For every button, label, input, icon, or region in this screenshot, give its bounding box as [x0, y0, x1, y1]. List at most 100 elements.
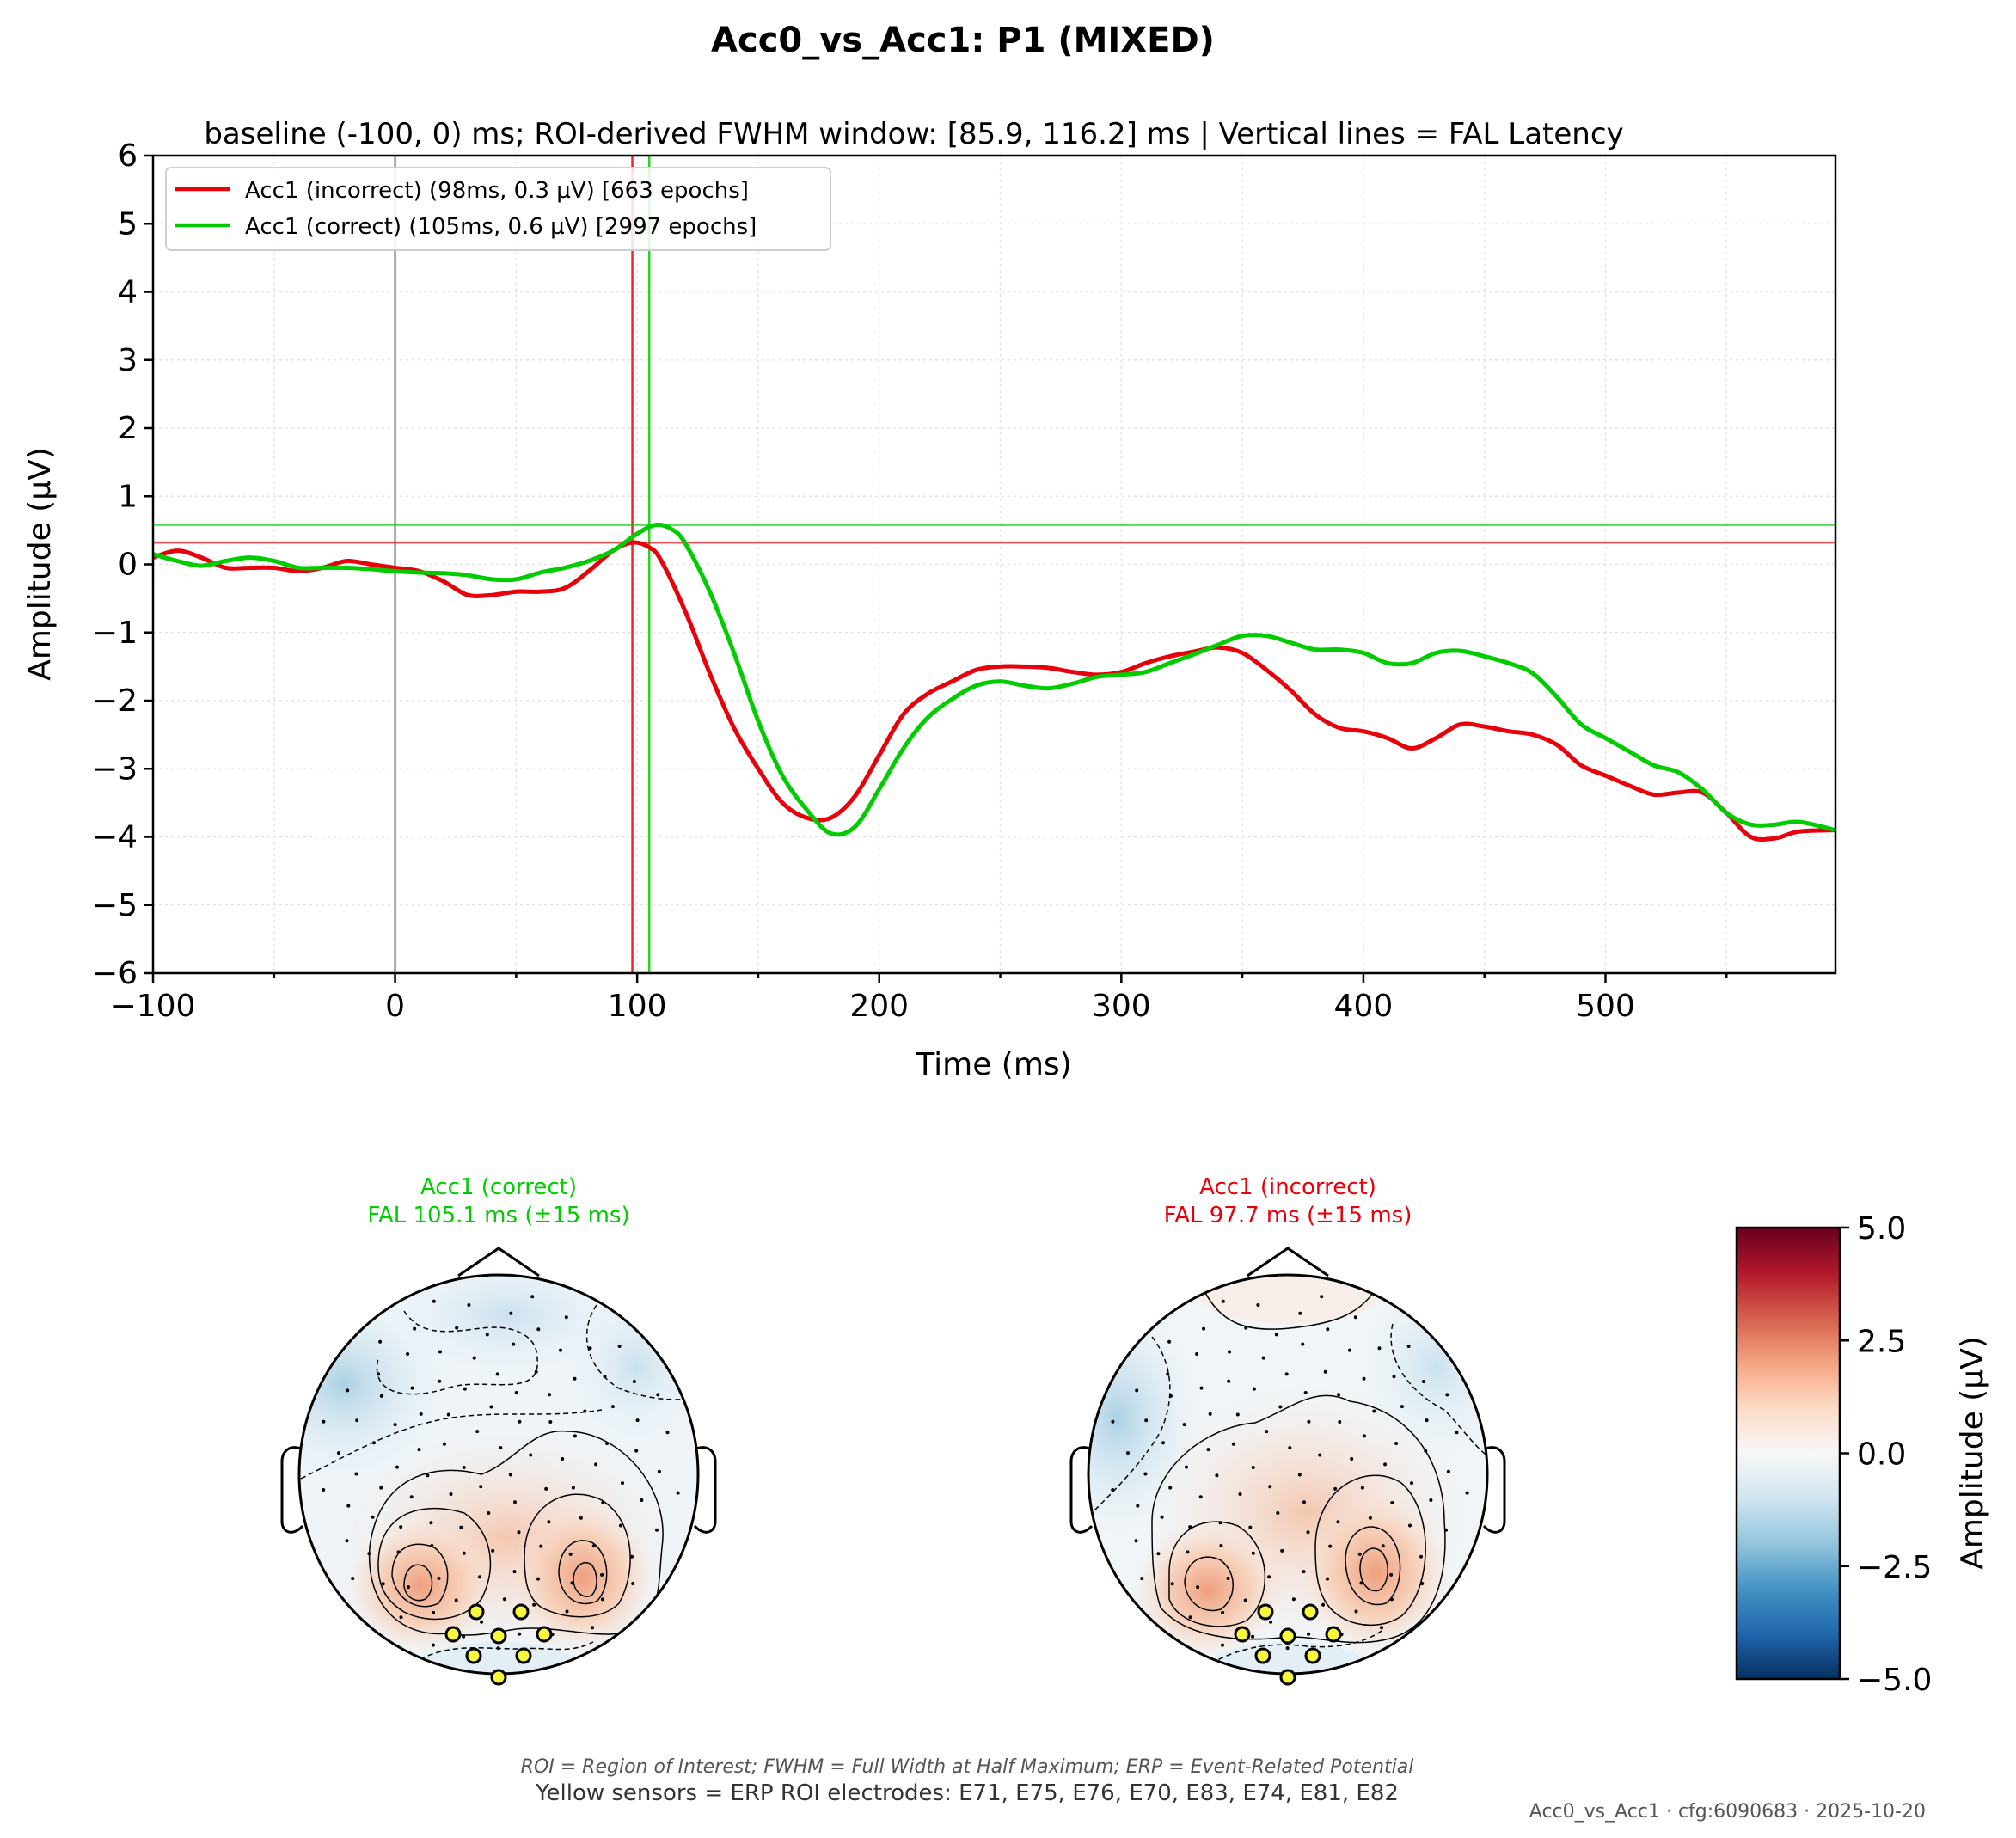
sensor-dot — [1333, 1486, 1338, 1491]
sensor-dot — [472, 1356, 476, 1360]
colorbar-gradient — [1735, 1226, 1841, 1681]
sensor-dot — [1276, 1511, 1280, 1515]
sensor-dot — [600, 1597, 604, 1602]
sensor-dot — [478, 1575, 482, 1579]
sensor-dot — [561, 1457, 565, 1461]
sensor-dot — [1362, 1434, 1366, 1438]
sensor-dot — [1338, 1420, 1342, 1424]
sensor-dot — [634, 1449, 639, 1453]
sensor-dot — [462, 1466, 466, 1469]
sensor-dot — [371, 1515, 375, 1519]
sensor-dot — [1215, 1473, 1219, 1478]
sensor-dot — [1372, 1409, 1376, 1413]
sensor-dot — [1206, 1448, 1210, 1452]
sensor-dot — [1390, 1501, 1394, 1504]
colorbar-tick-label: 5.0 — [1857, 1211, 1906, 1247]
sensor-dot — [573, 1434, 577, 1438]
sensor-dot — [407, 1585, 411, 1590]
erp-series-group — [153, 522, 1835, 842]
x-tick-label: 200 — [849, 989, 909, 1024]
sensor-dot — [430, 1544, 434, 1547]
sensor-dot — [594, 1462, 598, 1467]
sensor-dot — [1383, 1462, 1388, 1467]
topomap-incorrect-title-line1: Acc1 (incorrect) — [1199, 1174, 1376, 1200]
x-tick-label: 400 — [1334, 989, 1394, 1024]
sensor-dot — [449, 1492, 453, 1496]
sensor-dot — [1252, 1387, 1256, 1391]
sensor-dot — [454, 1598, 458, 1602]
sensor-dot — [583, 1409, 587, 1413]
sensor-dot — [345, 1539, 349, 1543]
sensor-dot — [426, 1473, 430, 1478]
sensor-dot — [432, 1643, 435, 1647]
roi-electrode-marker — [468, 1603, 485, 1621]
erp-reference-lines — [153, 156, 1835, 973]
colorbar-ticks: 5.0 2.5 0.0 −2.5 −5.0 — [1840, 1211, 1932, 1698]
sensor-dot — [601, 1501, 605, 1504]
roi-electrode-marker — [1325, 1626, 1342, 1643]
sensor-dot — [610, 1405, 615, 1409]
sensor-dot — [1226, 1577, 1230, 1580]
sensor-dot — [395, 1465, 399, 1469]
y-tick-label: 0 — [118, 548, 138, 583]
footnote-abbreviations: ROI = Region of Interest; FWHM = Full Wi… — [521, 1756, 1414, 1778]
sensor-dot — [676, 1491, 680, 1495]
colorbar-label: Amplitude (µV) — [1955, 1336, 1990, 1570]
sensor-dot — [462, 1551, 466, 1555]
sensor-dot — [1394, 1442, 1399, 1445]
sensor-dot — [1182, 1423, 1186, 1427]
sensor-dot — [1199, 1386, 1204, 1390]
sensor-dot — [355, 1418, 359, 1423]
sensor-dot — [487, 1511, 491, 1515]
series-line-incorrect — [153, 540, 1835, 842]
roi-electrode-marker — [1254, 1647, 1271, 1664]
topomap-incorrect-field — [1088, 1275, 1487, 1674]
sensor-dot — [1419, 1554, 1423, 1559]
sensor-dot — [502, 1597, 506, 1602]
sensor-dot — [513, 1500, 517, 1504]
sensor-dot — [1136, 1504, 1140, 1508]
sensor-dot — [619, 1523, 622, 1528]
sensor-dot — [1251, 1551, 1255, 1555]
topomap-correct-title-line2: FAL 105.1 ms (±15 ms) — [367, 1203, 629, 1228]
sensor-dot — [591, 1626, 594, 1630]
sensor-dot — [588, 1346, 592, 1351]
roi-electrode-marker — [1279, 1669, 1296, 1686]
sensor-dot — [1348, 1348, 1351, 1352]
sensor-dot — [1392, 1375, 1396, 1379]
sensor-dots-incorrect — [1111, 1295, 1469, 1651]
sensor-dot — [1298, 1311, 1302, 1315]
sensor-dot — [532, 1602, 536, 1607]
sensor-dot — [1221, 1299, 1225, 1303]
sensor-dot — [1274, 1333, 1278, 1337]
sensor-dot — [579, 1516, 583, 1520]
sensor-dot — [1389, 1597, 1394, 1602]
sensor-dot — [1167, 1339, 1172, 1344]
sensor-dot — [367, 1552, 371, 1556]
sensor-dot — [455, 1326, 459, 1330]
sensor-dot — [322, 1419, 326, 1424]
sensor-dot — [1256, 1303, 1260, 1307]
sensor-dot — [548, 1393, 552, 1397]
sensor-dot — [1291, 1597, 1296, 1602]
sensor-dot — [1269, 1620, 1273, 1624]
sensor-dot — [410, 1386, 414, 1390]
sensor-dot — [396, 1550, 401, 1554]
sensor-dot — [517, 1530, 521, 1535]
sensor-dot — [419, 1412, 423, 1416]
erp-subtitle: baseline (-100, 0) ms; ROI-derived FWHM … — [204, 117, 1623, 151]
topomap-correct: Acc1 (correct) FAL 105.1 ms (±15 ms) — [280, 1174, 717, 1686]
sensor-dot — [1359, 1581, 1363, 1585]
y-tick-label: −4 — [92, 820, 138, 855]
sensor-dot — [495, 1372, 499, 1376]
sensor-dot — [1111, 1488, 1115, 1492]
roi-electrode-marker — [444, 1626, 462, 1643]
y-tick-label: −6 — [92, 956, 138, 991]
y-tick-label: −5 — [92, 888, 138, 923]
y-tick-label: 3 — [118, 343, 138, 378]
erp-grid — [152, 155, 1835, 974]
sensor-dot — [1465, 1491, 1469, 1495]
sensor-dot — [534, 1369, 538, 1374]
sensor-dot — [631, 1582, 635, 1585]
sensor-dot — [1195, 1352, 1199, 1356]
